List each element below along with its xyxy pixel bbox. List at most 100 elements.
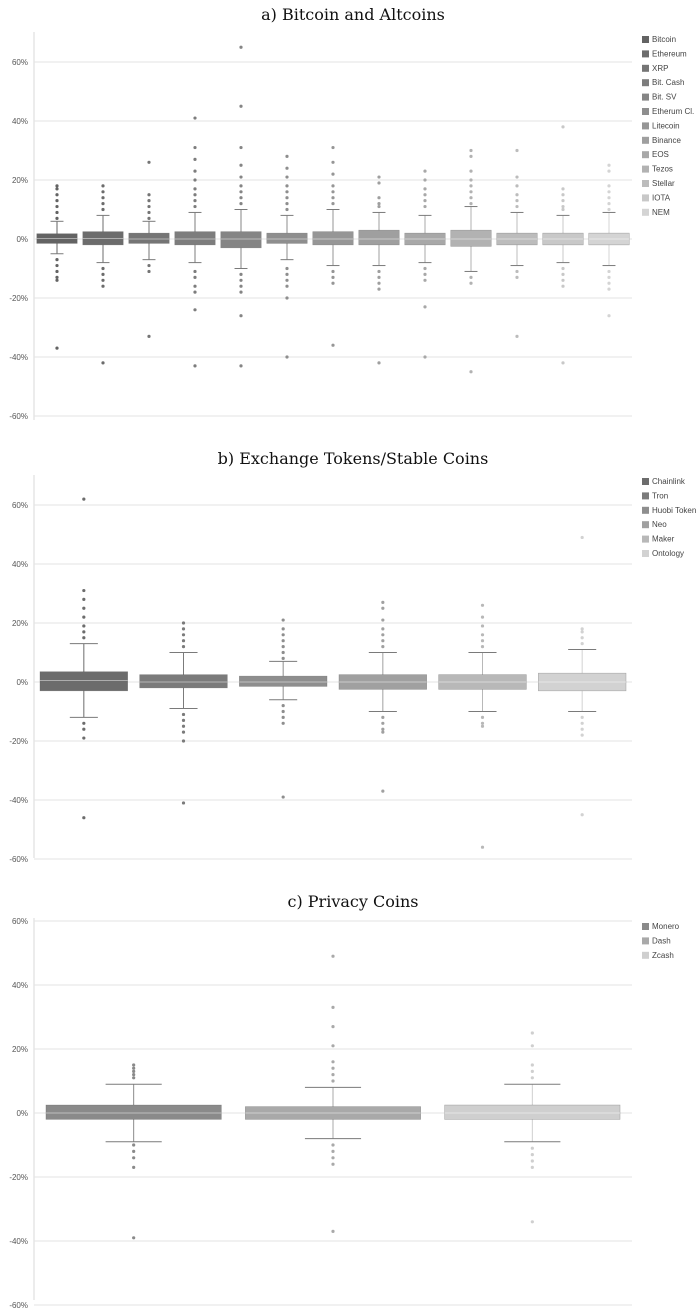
legend-label: Neo <box>652 520 667 529</box>
outlier-point <box>377 287 381 291</box>
outlier-point <box>423 272 427 276</box>
outlier-point <box>469 169 473 173</box>
chart-panel-3: c) Privacy Coins 60% 40% 20% 0% -20% -40% -60% M… <box>9 892 679 1309</box>
outlier-point <box>147 160 151 164</box>
outlier-point <box>480 639 485 643</box>
y-tick-label: 60% <box>12 501 28 510</box>
outlier-point <box>132 1165 136 1169</box>
outlier-point <box>285 154 289 158</box>
outlier-point <box>515 269 519 274</box>
legend-entry: NEM <box>642 208 670 217</box>
outlier-point <box>55 187 59 191</box>
outlier-point <box>193 193 197 197</box>
legend-entry: Litecoin <box>642 121 680 130</box>
legend-label: IOTA <box>652 193 671 202</box>
outlier-point <box>101 284 105 288</box>
outlier-point <box>101 361 105 365</box>
y-tick-label: -20% <box>9 1173 28 1182</box>
outlier-point <box>530 1153 534 1157</box>
legend-entry: Neo <box>642 520 667 529</box>
outlier-point <box>530 1063 534 1067</box>
outlier-point <box>331 269 335 274</box>
outlier-point <box>193 364 197 368</box>
y-tick-label: -40% <box>9 1237 28 1246</box>
box <box>239 675 328 687</box>
outlier-point <box>285 184 289 188</box>
outlier-point <box>469 196 473 200</box>
y-tick-label: 0% <box>16 1109 28 1118</box>
outlier-point <box>239 190 243 194</box>
outlier-point <box>515 184 519 188</box>
outlier-point <box>281 795 285 799</box>
outlier-point <box>147 193 151 197</box>
outlier-point <box>181 801 186 805</box>
outlier-point <box>181 739 186 743</box>
outlier-point <box>580 721 584 725</box>
legend-label: Etherum Cl. <box>652 107 694 116</box>
outlier-point <box>82 721 86 725</box>
box-series-bit-cash <box>174 116 216 368</box>
outlier-point <box>377 361 381 365</box>
legend-swatch <box>642 937 649 945</box>
legend-label: NEM <box>652 208 670 217</box>
legend-label: Monero <box>652 922 680 931</box>
outlier-point <box>82 606 86 610</box>
outlier-point <box>530 1044 534 1048</box>
box-series-nem <box>588 163 630 318</box>
outlier-point <box>82 816 86 820</box>
y-tick-label: 0% <box>16 678 28 687</box>
outlier-point <box>281 709 285 714</box>
legend-label: Maker <box>652 535 675 544</box>
legend-label: Ethereum <box>652 49 687 58</box>
legend-label: XRP <box>652 64 668 73</box>
outlier-point <box>285 296 289 300</box>
outlier-point <box>381 789 385 793</box>
outlier-point <box>193 157 197 161</box>
legend-swatch <box>642 194 649 202</box>
legend-swatch <box>642 550 649 557</box>
outlier-point <box>239 202 243 206</box>
box-series-tron <box>139 621 228 805</box>
outlier-point <box>469 281 473 285</box>
outlier-point <box>193 284 197 288</box>
outlier-point <box>515 193 519 197</box>
y-tick-label: 20% <box>12 1045 28 1054</box>
outlier-point <box>561 278 565 282</box>
outlier-point <box>281 704 285 708</box>
outlier-point <box>561 284 565 288</box>
outlier-point <box>147 269 151 274</box>
outlier-point <box>469 370 473 374</box>
outlier-point <box>381 727 385 731</box>
outlier-point <box>147 216 151 220</box>
outlier-point <box>580 630 584 634</box>
outlier-point <box>82 630 86 634</box>
outlier-point <box>381 618 385 622</box>
outlier-point <box>331 1162 335 1166</box>
outlier-point <box>469 202 473 206</box>
outlier-point <box>281 645 285 649</box>
outlier-point <box>147 199 151 203</box>
outlier-point <box>101 190 105 194</box>
outlier-point <box>281 715 285 720</box>
legend-entry: Stellar <box>642 179 675 188</box>
outlier-point <box>515 275 519 279</box>
outlier-point <box>515 148 519 153</box>
outlier-point <box>377 275 381 279</box>
outlier-point <box>469 184 473 188</box>
outlier-point <box>239 145 243 150</box>
outlier-point <box>285 355 289 359</box>
legend-label: Stellar <box>652 179 675 188</box>
outlier-point <box>132 1066 136 1070</box>
outlier-point <box>101 266 105 271</box>
box-series-ontology <box>538 535 627 817</box>
outlier-point <box>239 284 243 288</box>
outlier-point <box>580 636 584 640</box>
outlier-point <box>285 202 289 206</box>
outlier-point <box>423 178 427 182</box>
legend-swatch <box>642 521 649 529</box>
outlier-point <box>580 642 584 646</box>
box <box>128 232 170 244</box>
outlier-point <box>132 1149 136 1153</box>
outlier-point <box>132 1073 136 1077</box>
outlier-point <box>607 287 611 291</box>
